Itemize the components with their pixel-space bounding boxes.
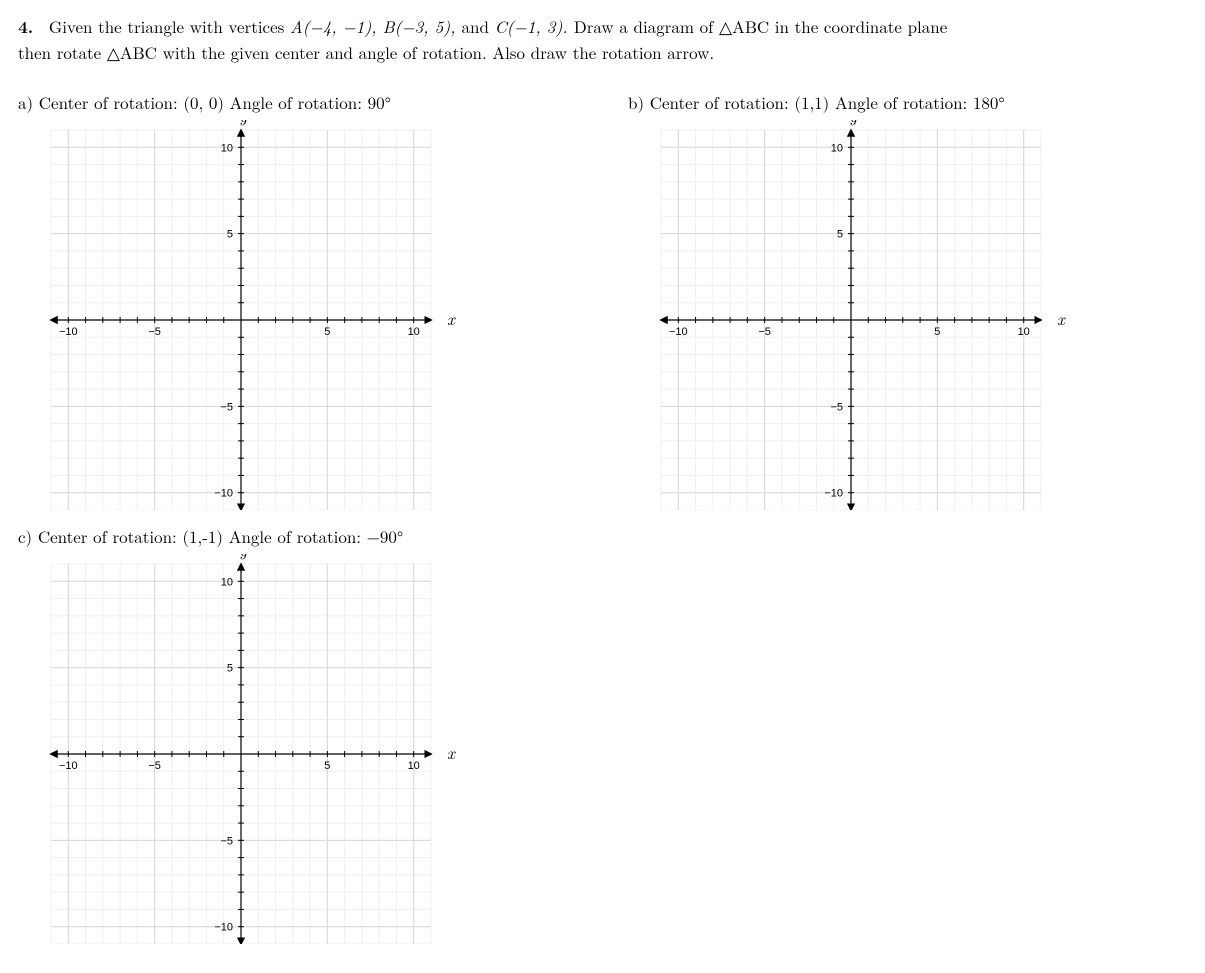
svg-text:−5: −5: [148, 326, 161, 338]
problem-rest-2: then rotate △ABC with the given center a…: [18, 40, 714, 64]
grid-b: −10 −5 5 10 −10 −5 5 10 x y: [628, 120, 1088, 510]
svg-text:5: 5: [934, 326, 940, 338]
svg-text:10: 10: [221, 577, 233, 589]
svg-text:10: 10: [408, 760, 420, 772]
part-b-label: b) Center of rotation: (1,1) Angle of ro…: [628, 90, 1088, 114]
row-c: c) Center of rotation: (1,-1) Angle of r…: [18, 524, 1187, 944]
svg-text:5: 5: [227, 229, 233, 241]
svg-text:5: 5: [324, 760, 330, 772]
svg-text:10: 10: [221, 143, 233, 155]
problem-rest-1: Draw a diagram of △ABC in the coordinate…: [574, 14, 948, 38]
vertex-A: A(−4, −1),: [290, 14, 383, 38]
svg-text:x: x: [447, 306, 456, 330]
part-b-letter: b): [628, 90, 644, 114]
svg-text:5: 5: [227, 663, 233, 675]
vertex-B: B(−3, 5),: [383, 14, 462, 38]
svg-text:−10: −10: [214, 922, 233, 934]
svg-text:−5: −5: [758, 326, 771, 338]
svg-text:5: 5: [837, 229, 843, 241]
problem-text-1: Given the triangle with vertices: [49, 14, 290, 38]
part-b: b) Center of rotation: (1,1) Angle of ro…: [628, 90, 1088, 510]
row-ab: a) Center of rotation: (0, 0) Angle of r…: [18, 90, 1187, 510]
part-c-letter: c): [18, 524, 32, 548]
svg-text:y: y: [239, 120, 248, 127]
problem-and: and: [462, 14, 495, 38]
svg-text:−5: −5: [830, 402, 843, 414]
svg-text:y: y: [849, 120, 858, 127]
svg-text:−5: −5: [148, 760, 161, 772]
svg-text:−5: −5: [220, 836, 233, 848]
part-a: a) Center of rotation: (0, 0) Angle of r…: [18, 90, 478, 510]
part-c-text: Center of rotation: (1,-1) Angle of rota…: [32, 524, 403, 548]
problem-statement: 4. Given the triangle with vertices A(−4…: [18, 14, 1187, 64]
svg-text:−10: −10: [824, 488, 843, 500]
part-b-text: Center of rotation: (1,1) Angle of rotat…: [644, 90, 1005, 114]
part-a-label: a) Center of rotation: (0, 0) Angle of r…: [18, 90, 478, 114]
problem-number: 4.: [18, 15, 33, 39]
grid-a: −10 −5 5 10 −10 −5 5 10 x y: [18, 120, 478, 510]
part-a-text: Center of rotation: (0, 0) Angle of rota…: [33, 90, 391, 114]
part-c: c) Center of rotation: (1,-1) Angle of r…: [18, 524, 478, 944]
vertex-C: C(−1, 3).: [495, 14, 574, 38]
svg-text:x: x: [447, 740, 456, 764]
svg-text:10: 10: [1018, 326, 1030, 338]
svg-text:−10: −10: [59, 760, 78, 772]
svg-text:−5: −5: [220, 402, 233, 414]
part-a-letter: a): [18, 90, 33, 114]
svg-text:10: 10: [408, 326, 420, 338]
svg-text:10: 10: [831, 143, 843, 155]
part-c-label: c) Center of rotation: (1,-1) Angle of r…: [18, 524, 478, 548]
svg-text:−10: −10: [59, 326, 78, 338]
svg-text:y: y: [239, 554, 248, 561]
svg-text:x: x: [1057, 306, 1066, 330]
svg-text:5: 5: [324, 326, 330, 338]
svg-text:−10: −10: [669, 326, 688, 338]
svg-text:−10: −10: [214, 488, 233, 500]
grid-c: −10 −5 5 10 −10 −5 5 10 x y: [18, 554, 478, 944]
